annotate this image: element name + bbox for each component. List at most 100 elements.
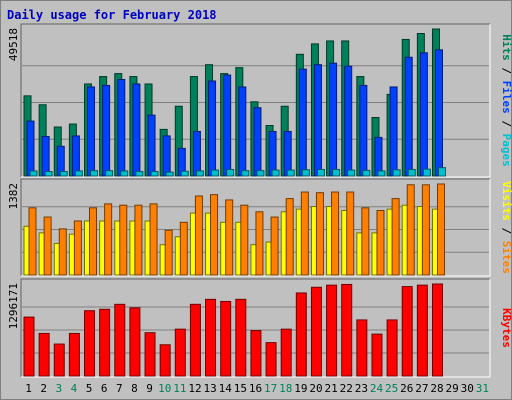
- panel-bevel-dark: [20, 278, 490, 377]
- bar-sites-day-18: [285, 198, 294, 276]
- bar-pages-day-25: [392, 169, 401, 177]
- bar-pages-day-10: [165, 171, 174, 177]
- bar-kbytes-day-2: [38, 332, 50, 377]
- bar-files-day-8: [132, 83, 141, 177]
- panel-bevel-light: [21, 179, 491, 277]
- day-label: 28: [430, 382, 443, 395]
- day-label: 5: [86, 382, 93, 395]
- side-legend: Hits / Files / Pages: [500, 34, 512, 167]
- bar-files-day-22: [344, 65, 353, 177]
- bar-kbytes-day-22: [341, 283, 353, 377]
- bar-kbytes-day-6: [99, 308, 111, 377]
- bar-sites-day-13: [210, 194, 219, 276]
- bar-kbytes-day-20: [310, 286, 322, 377]
- day-label: 17: [264, 382, 277, 395]
- bar-pages-day-24: [377, 170, 386, 177]
- bar-sites-day-21: [331, 191, 340, 276]
- day-label: 26: [400, 382, 413, 395]
- bar-files-day-1: [26, 120, 35, 177]
- day-label: 6: [101, 382, 108, 395]
- day-label: 16: [249, 382, 262, 395]
- bar-kbytes-day-21: [326, 284, 338, 377]
- day-label: 22: [340, 382, 353, 395]
- side-legend: KBytes: [500, 308, 512, 348]
- day-label: 21: [325, 382, 338, 395]
- day-label: 20: [309, 382, 322, 395]
- bar-kbytes-day-16: [250, 330, 262, 377]
- bar-files-day-9: [147, 114, 156, 177]
- bar-sites-day-15: [240, 204, 249, 276]
- bar-sites-day-26: [406, 184, 415, 276]
- bar-files-day-14: [223, 74, 232, 177]
- day-label: 9: [146, 382, 153, 395]
- bar-sites-day-23: [361, 207, 370, 276]
- bar-sites-day-28: [436, 183, 445, 276]
- day-label: 24: [370, 382, 384, 395]
- bar-pages-day-2: [44, 171, 53, 177]
- bar-sites-day-12: [194, 195, 203, 276]
- bar-kbytes-day-12: [189, 303, 201, 377]
- bar-files-day-10: [162, 135, 171, 177]
- bar-sites-day-22: [346, 191, 355, 276]
- bar-pages-day-22: [347, 169, 356, 177]
- bar-pages-day-27: [422, 168, 431, 177]
- day-label: 15: [234, 382, 247, 395]
- bar-sites-day-10: [164, 229, 173, 276]
- day-label: 18: [279, 382, 292, 395]
- panel-visits-sites: 1382 Visits / Sites: [7, 178, 512, 277]
- day-label: 8: [131, 382, 138, 395]
- day-label: 29: [446, 382, 459, 395]
- side-legend: Visits / Sites: [500, 181, 512, 274]
- bar-files-day-28: [434, 49, 443, 177]
- bar-sites-day-25: [391, 198, 400, 276]
- y-max-label: 1382: [7, 183, 20, 210]
- bar-pages-day-3: [59, 171, 68, 177]
- bar-kbytes-day-24: [371, 333, 383, 377]
- bar-files-day-27: [419, 52, 428, 177]
- bar-pages-day-26: [407, 168, 416, 177]
- bar-kbytes-day-11: [174, 328, 186, 377]
- bar-kbytes-day-3: [53, 343, 65, 377]
- bar-pages-day-23: [362, 169, 371, 177]
- day-label: 13: [203, 382, 216, 395]
- legend-label: Hits: [500, 34, 512, 61]
- bar-pages-day-16: [256, 170, 265, 177]
- bar-pages-day-1: [29, 170, 38, 177]
- bar-pages-day-13: [211, 169, 220, 177]
- day-label: 14: [219, 382, 233, 395]
- day-label: 1: [25, 382, 32, 395]
- bar-files-day-26: [404, 56, 413, 177]
- bar-pages-day-21: [332, 168, 341, 177]
- legend-label: /: [500, 114, 512, 134]
- panel-bevel-dark: [20, 178, 490, 276]
- day-label: 30: [461, 382, 474, 395]
- bar-sites-day-16: [255, 211, 264, 276]
- bar-pages-day-15: [241, 170, 250, 177]
- panel-bevel-light: [21, 24, 491, 178]
- bar-pages-day-20: [316, 168, 325, 177]
- bar-kbytes-day-18: [280, 328, 292, 377]
- bar-sites-day-1: [28, 207, 37, 276]
- series-pages: [29, 167, 446, 177]
- bar-kbytes-day-13: [205, 298, 217, 377]
- bar-pages-day-4: [74, 170, 83, 177]
- bar-pages-day-11: [180, 170, 189, 177]
- legend-label: Files: [500, 81, 512, 114]
- bar-sites-day-5: [89, 207, 98, 276]
- day-label: 10: [158, 382, 171, 395]
- bar-files-day-13: [208, 80, 217, 177]
- bar-pages-day-19: [301, 169, 310, 177]
- legend-label: /: [500, 221, 512, 241]
- bar-sites-day-8: [134, 204, 143, 276]
- day-label: 3: [56, 382, 63, 395]
- day-label: 23: [355, 382, 368, 395]
- day-label: 4: [71, 382, 78, 395]
- bar-sites-day-4: [73, 220, 82, 276]
- legend-label: Visits: [500, 181, 512, 221]
- bar-sites-day-24: [376, 209, 385, 276]
- bar-kbytes-day-19: [295, 292, 307, 377]
- day-label: 27: [415, 382, 428, 395]
- day-label: 25: [385, 382, 398, 395]
- bar-sites-day-11: [179, 221, 188, 276]
